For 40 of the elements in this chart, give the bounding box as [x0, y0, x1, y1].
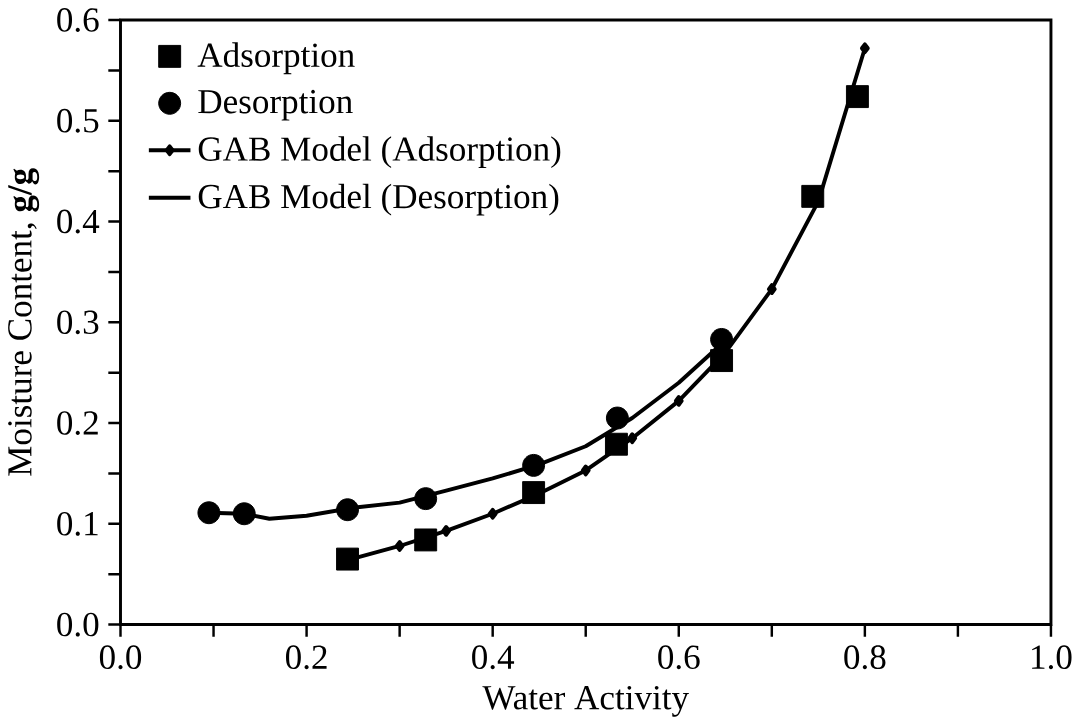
point	[604, 432, 628, 456]
point	[801, 184, 825, 208]
point	[441, 525, 452, 537]
point	[414, 528, 438, 552]
point	[336, 547, 359, 571]
point	[580, 464, 591, 477]
x-tick-label: 0.8	[844, 645, 886, 670]
y-axis-title: Moisture Content, g/g	[8, 168, 40, 476]
x-tick-label: 0.0	[99, 645, 142, 670]
point	[845, 85, 869, 109]
y-tick-label: 0.5	[57, 108, 99, 133]
point	[859, 42, 870, 55]
point	[336, 498, 359, 522]
point	[232, 502, 256, 526]
legend-label: Adsorption	[197, 42, 355, 75]
point	[673, 395, 684, 407]
y-tick-label: 0.2	[57, 411, 98, 436]
point	[394, 540, 405, 552]
point	[627, 432, 638, 445]
point	[710, 328, 734, 351]
point	[197, 501, 221, 525]
legend-label: Desorption	[198, 89, 353, 121]
point	[766, 283, 777, 295]
x-tick-label: 1.0	[1032, 645, 1072, 670]
point	[414, 487, 438, 511]
x-tick-label: 0.6	[658, 645, 700, 670]
point	[522, 453, 546, 477]
x-tick-label: 0.4	[472, 645, 515, 670]
point	[522, 481, 546, 505]
y-tick-label: 0.0	[57, 612, 99, 637]
point	[605, 406, 629, 430]
y-tick-label: 0.6	[57, 8, 99, 33]
legend-label: GAB Model (Adsorption)	[198, 136, 561, 169]
point	[487, 507, 498, 520]
x-tick-label: 0.2	[285, 645, 327, 670]
y-tick-label: 0.3	[57, 310, 99, 335]
y-tick-label: 0.1	[57, 511, 98, 536]
x-axis-title: Water Activity	[482, 686, 689, 717]
y-tick-label: 0.4	[57, 209, 100, 234]
legend-label: GAB Model (Desorption)	[198, 183, 559, 216]
